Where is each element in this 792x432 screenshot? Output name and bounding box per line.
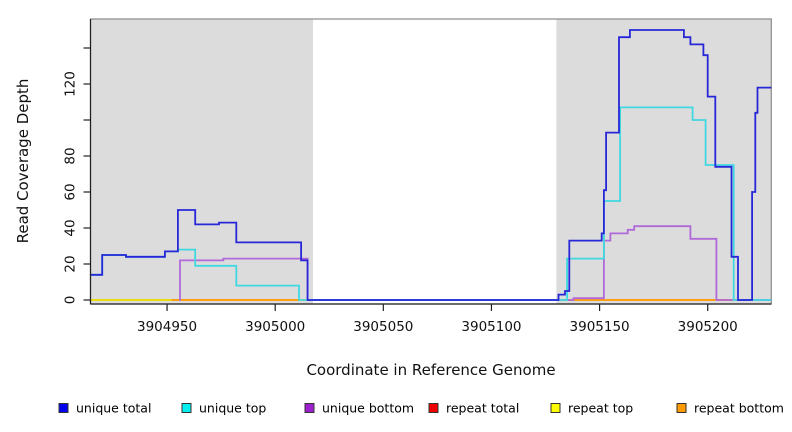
series-line-unique-bottom — [179, 225, 772, 301]
series-lines — [90, 29, 772, 301]
y-tick-label-80: 80 — [63, 147, 79, 164]
x-tick-label-3905100: 3905100 — [461, 319, 521, 335]
legend-item-unique-total: unique total — [58, 401, 151, 416]
y-tick-label-60: 60 — [63, 183, 79, 200]
legend-swatch-repeat-top — [550, 403, 561, 413]
y-tick-label-40: 40 — [63, 219, 79, 236]
series-line-unique-total — [90, 29, 772, 301]
legend-item-label: repeat top — [568, 401, 633, 416]
y-tick-label-20: 20 — [63, 255, 79, 272]
y-tick-label-120: 120 — [63, 71, 79, 97]
legend-item-repeat-top: repeat top — [550, 401, 633, 416]
background-region-shaded-right — [556, 19, 772, 304]
x-axis-title: Coordinate in Reference Genome — [306, 361, 555, 379]
x-tick-label-3905050: 3905050 — [353, 319, 413, 335]
legend-swatch-unique-total — [58, 403, 69, 413]
axes: 0 20 40 60 80 120 3904950 3905000 3905050 3905100… — [63, 19, 772, 335]
legend-item-repeat-total: repeat total — [428, 401, 519, 416]
background-bands — [90, 19, 772, 304]
legend: unique total unique top unique bottom repea… — [58, 401, 784, 416]
legend-item-label: unique total — [76, 401, 151, 416]
legend-swatch-repeat-total — [428, 403, 439, 413]
x-tick-label-3905150: 3905150 — [570, 319, 630, 335]
legend-item-repeat-bottom: repeat bottom — [676, 401, 784, 416]
legend-item-label: unique top — [199, 401, 266, 416]
x-tick-label-3905000: 3905000 — [245, 319, 305, 335]
y-tick-label-0: 0 — [63, 296, 79, 305]
legend-item-label: repeat total — [446, 401, 519, 416]
legend-item-unique-top: unique top — [181, 401, 266, 416]
y-axis-title: Read Coverage Depth — [14, 79, 32, 244]
x-tick-label-3905200: 3905200 — [678, 319, 738, 335]
x-tick-label-3904950: 3904950 — [137, 319, 197, 335]
legend-item-label: repeat bottom — [694, 401, 784, 416]
legend-swatch-repeat-bottom — [676, 403, 687, 413]
background-region-unshaded-gap — [313, 19, 557, 304]
legend-swatch-unique-top — [181, 403, 192, 413]
legend-item-unique-bottom: unique bottom — [304, 401, 414, 416]
legend-item-label: unique bottom — [322, 401, 414, 416]
legend-swatch-unique-bottom — [304, 403, 315, 413]
